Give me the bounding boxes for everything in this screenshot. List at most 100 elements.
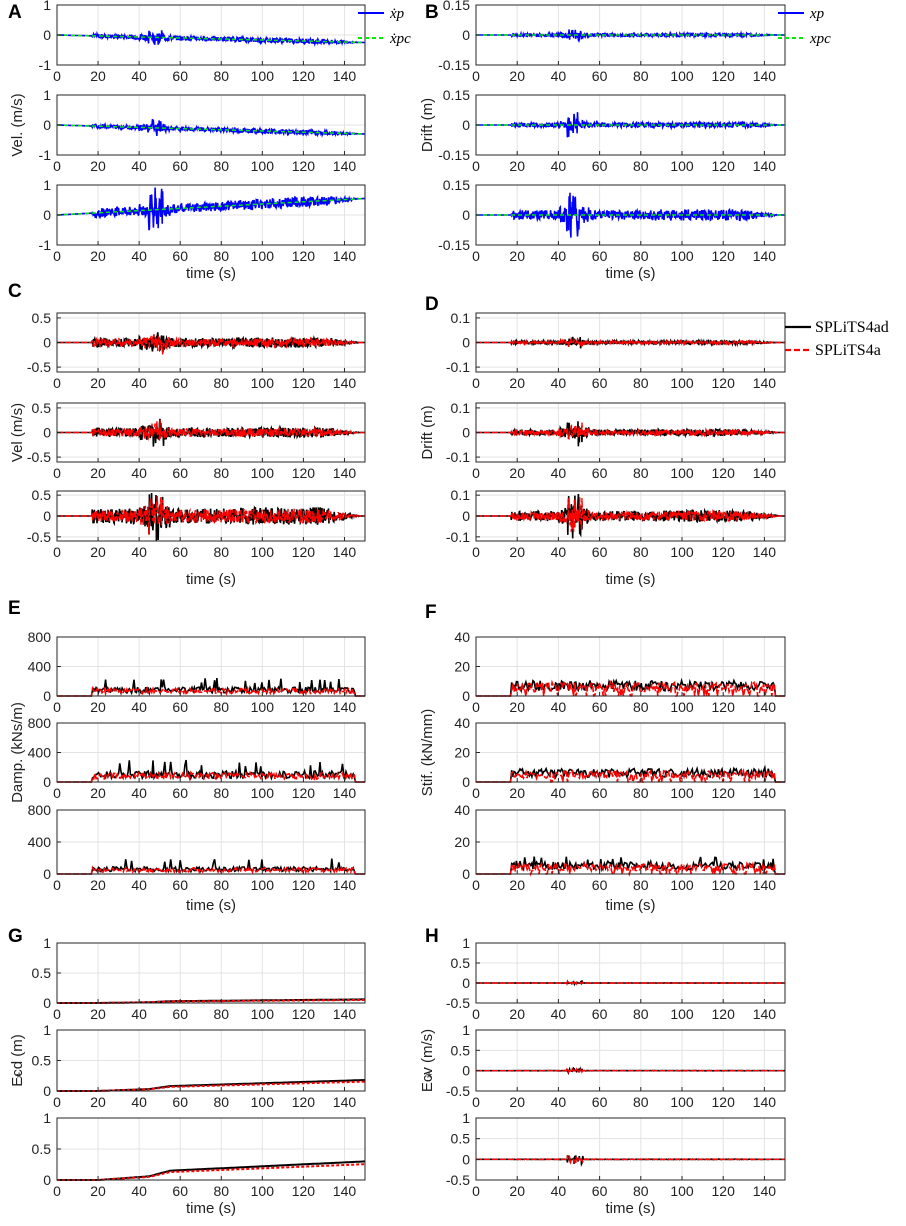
y-tick-label: 0 (43, 1172, 51, 1188)
x-tick-label: 120 (292, 699, 316, 715)
plot-area (476, 943, 785, 1003)
y-tick-label: 0.5 (32, 400, 52, 416)
x-tick-label: 80 (213, 248, 229, 264)
legend: xp xpc (778, 6, 831, 47)
y-tick-label: 1 (462, 1022, 470, 1038)
x-axis-label: time (s) (606, 571, 656, 588)
y-tick-label: 0 (43, 866, 51, 882)
x-tick-label: 0 (53, 544, 61, 560)
x-tick-label: 80 (213, 1094, 229, 1110)
y-tick-label: 0 (462, 117, 470, 133)
subplot-2: 0 20 40 60 80 100 120 140 800 400 0 (28, 715, 366, 801)
legend-label: xp (809, 6, 825, 22)
x-tick-label: 60 (592, 1006, 608, 1022)
y-tick-label: 1 (43, 1110, 51, 1126)
y-tick-label: 0.5 (32, 1141, 52, 1157)
y-tick-label: 1 (43, 87, 51, 103)
x-tick-label: 140 (333, 1094, 357, 1110)
x-tick-label: 0 (53, 465, 61, 481)
x-axis-label: time (s) (606, 897, 656, 914)
x-tick-label: 140 (333, 544, 357, 560)
x-tick-label: 40 (551, 158, 567, 174)
series-2-line (57, 865, 365, 875)
y-tick-label: 0.5 (451, 1131, 471, 1147)
x-tick-label: 120 (712, 877, 736, 893)
series-2-line (476, 1155, 785, 1165)
y-tick-label: 0 (43, 774, 51, 790)
series-1-line (476, 856, 785, 875)
y-tick-label: 800 (28, 715, 52, 731)
x-tick-label: 60 (592, 375, 608, 391)
x-tick-label: 20 (90, 68, 106, 84)
x-tick-label: 40 (551, 465, 567, 481)
x-tick-label: 80 (633, 1094, 649, 1110)
x-tick-label: 140 (333, 158, 357, 174)
x-tick-label: 40 (131, 68, 147, 84)
x-tick-label: 0 (53, 158, 61, 174)
panel-letter: B (425, 2, 439, 23)
x-tick-label: 0 (53, 877, 61, 893)
y-tick-label: 0 (43, 207, 51, 223)
x-tick-label: 20 (509, 248, 525, 264)
plot-area (476, 1118, 785, 1180)
y-tick-label: 0 (43, 425, 51, 441)
x-tick-label: 120 (712, 544, 736, 560)
series-2-line (476, 861, 785, 877)
axes-box (475, 1117, 786, 1181)
x-tick-label: 120 (292, 1094, 316, 1110)
x-tick-label: 120 (712, 375, 736, 391)
y-tick-label: 0.15 (443, 177, 470, 193)
x-axis-label: time (s) (186, 571, 236, 588)
x-tick-label: 140 (753, 1094, 777, 1110)
y-tick-label: 0.1 (451, 487, 471, 503)
y-tick-label: -0.15 (438, 237, 470, 253)
y-tick-label: 0.5 (32, 965, 52, 981)
x-tick-label: 100 (251, 375, 275, 391)
x-tick-label: 0 (53, 68, 61, 84)
x-tick-label: 40 (131, 1183, 147, 1199)
series-2-line (56, 34, 366, 44)
x-tick-label: 40 (551, 785, 567, 801)
x-tick-label: 20 (509, 877, 525, 893)
x-tick-label: 120 (712, 699, 736, 715)
y-axis-label: Vel (m/s) (9, 403, 26, 462)
x-tick-label: 20 (90, 1094, 106, 1110)
y-tick-label: 0 (462, 425, 470, 441)
x-tick-label: 40 (551, 375, 567, 391)
x-tick-label: 80 (633, 785, 649, 801)
x-tick-label: 20 (90, 1183, 106, 1199)
y-tick-label: 40 (454, 715, 470, 731)
series-2-line (56, 197, 366, 216)
x-tick-label: 40 (131, 699, 147, 715)
y-axis-label: Drift (m) (419, 98, 436, 152)
x-tick-label: 100 (251, 699, 275, 715)
y-tick-label: 20 (454, 834, 470, 850)
x-tick-label: 60 (172, 68, 188, 84)
x-tick-label: 80 (633, 68, 649, 84)
x-tick-label: 140 (753, 1006, 777, 1022)
y-tick-label: 800 (28, 802, 52, 818)
x-tick-label: 0 (472, 544, 480, 560)
series-2-line (57, 334, 365, 355)
legend-label: SPLiTS4a (815, 342, 881, 359)
x-tick-label: 100 (251, 1094, 275, 1110)
x-tick-label: 100 (251, 465, 275, 481)
x-tick-label: 100 (670, 375, 694, 391)
y-tick-label: 40 (454, 629, 470, 645)
x-tick-label: 140 (753, 68, 777, 84)
x-tick-label: 40 (131, 248, 147, 264)
legend: ẋp ẋpc (358, 6, 411, 47)
panel-letter: F (425, 602, 437, 623)
y-tick-label: 0 (43, 688, 51, 704)
x-tick-label: 140 (753, 877, 777, 893)
y-tick-label: 0 (43, 1083, 51, 1099)
x-tick-label: 140 (333, 465, 357, 481)
x-tick-label: 120 (292, 1183, 316, 1199)
